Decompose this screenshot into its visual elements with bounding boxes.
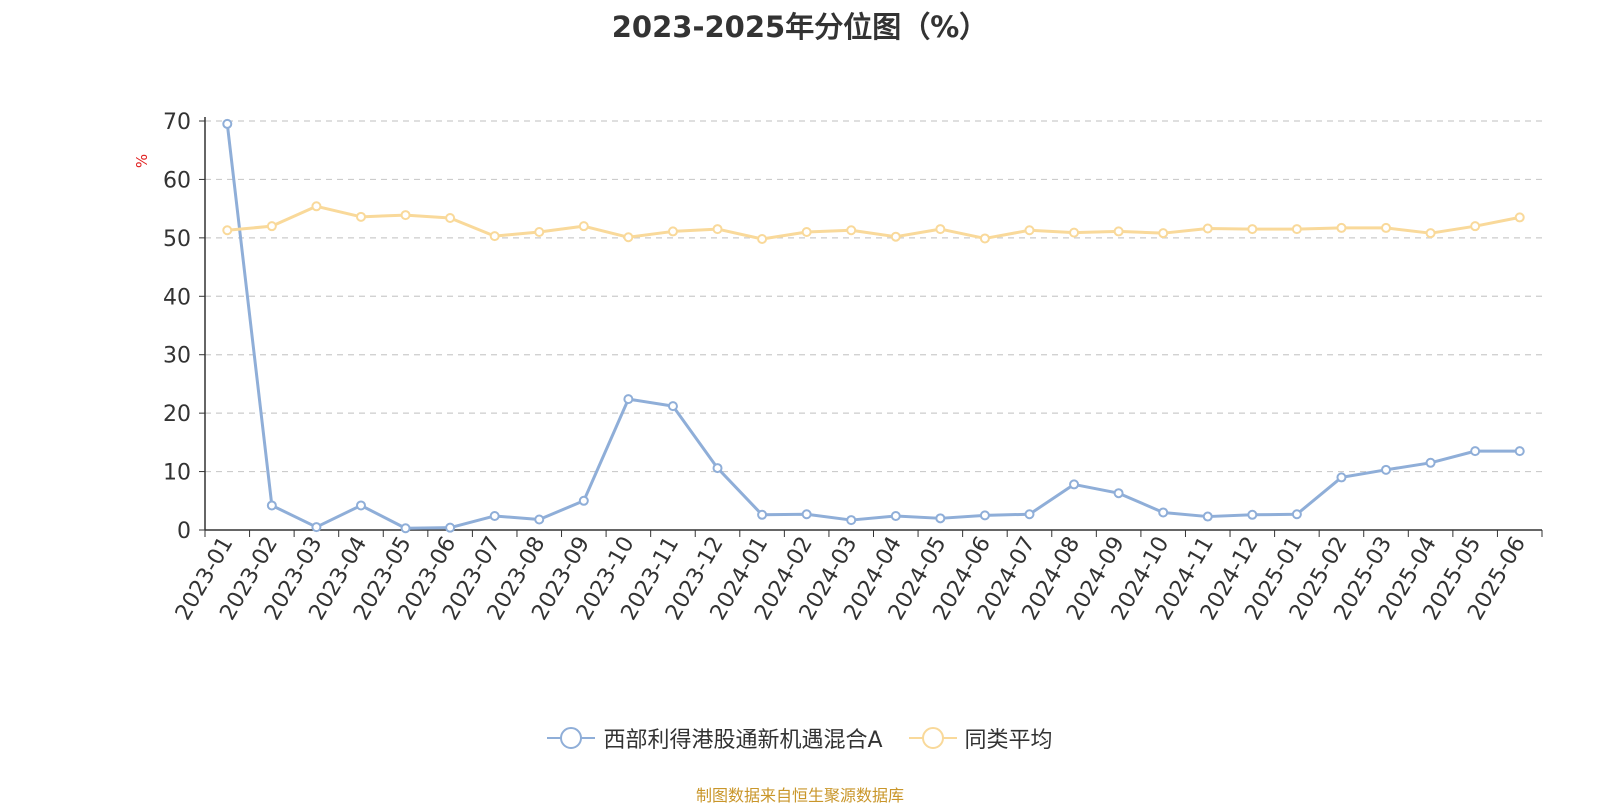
y-tick-label: 70 — [163, 110, 191, 135]
data-point-0 — [890, 510, 901, 521]
data-point-1 — [1381, 222, 1392, 233]
data-point-1 — [1425, 228, 1436, 239]
data-point-1 — [667, 226, 678, 237]
data-point-0 — [266, 500, 277, 511]
series-line-1 — [227, 204, 1521, 241]
data-point-1 — [311, 201, 322, 212]
y-tick-label: 50 — [163, 227, 191, 252]
data-point-0 — [1202, 511, 1213, 522]
data-point-0 — [1113, 488, 1124, 499]
data-point-1 — [1202, 223, 1213, 234]
data-point-0 — [400, 523, 411, 534]
series-lines — [222, 118, 1525, 534]
data-point-1 — [445, 212, 456, 223]
data-point-1 — [757, 234, 768, 245]
data-point-1 — [1470, 221, 1481, 232]
data-point-1 — [1291, 224, 1302, 235]
data-point-0 — [1158, 507, 1169, 518]
data-point-0 — [757, 509, 768, 520]
data-point-0 — [1024, 509, 1035, 520]
y-tick-label: 40 — [163, 285, 191, 310]
legend-item-peer-average[interactable]: 同类平均 — [908, 722, 1053, 754]
data-point-0 — [1336, 472, 1347, 483]
axes: 0102030405060702023-012023-022023-032023… — [163, 110, 1543, 625]
data-point-1 — [846, 225, 857, 236]
legend-marker-fund — [547, 727, 596, 749]
data-point-0 — [534, 514, 545, 525]
data-point-1 — [801, 227, 812, 238]
data-point-0 — [1381, 464, 1392, 475]
data-point-0 — [1514, 446, 1525, 457]
data-point-0 — [801, 509, 812, 520]
y-tick-label: 60 — [163, 168, 191, 193]
legend-item-fund[interactable]: 西部利得港股通新机遇混合A — [547, 722, 883, 754]
data-point-1 — [1024, 225, 1035, 236]
chart-title: 2023-2025年分位图（%） — [611, 10, 989, 44]
data-point-1 — [1247, 224, 1258, 235]
legend-marker-peer-average — [908, 727, 957, 749]
grid-lines — [205, 120, 1542, 473]
data-point-1 — [979, 233, 990, 244]
data-point-1 — [1336, 222, 1347, 233]
data-point-0 — [979, 510, 990, 521]
legend: 西部利得港股通新机遇混合A 同类平均 — [0, 722, 1600, 754]
series-line-0 — [225, 123, 1520, 530]
data-point-0 — [1247, 509, 1258, 520]
y-tick-label: 10 — [163, 461, 191, 486]
data-point-0 — [712, 463, 723, 474]
data-point-1 — [1514, 212, 1525, 223]
data-point-1 — [489, 231, 500, 242]
y-tick-label: 30 — [163, 344, 191, 369]
data-point-1 — [712, 224, 723, 235]
data-point-1 — [1158, 228, 1169, 239]
data-point-1 — [222, 225, 233, 236]
data-point-1 — [935, 224, 946, 235]
data-point-0 — [1425, 457, 1436, 468]
legend-label-peer-average: 同类平均 — [964, 728, 1053, 753]
data-point-0 — [355, 500, 366, 511]
data-point-0 — [623, 394, 634, 405]
legend-label-fund: 西部利得港股通新机遇混合A — [603, 728, 883, 753]
data-point-0 — [667, 401, 678, 412]
data-point-1 — [355, 211, 366, 222]
data-point-1 — [1069, 227, 1080, 238]
y-axis-label: % — [133, 154, 151, 168]
data-point-1 — [400, 210, 411, 221]
data-point-0 — [1291, 509, 1302, 520]
source-note: 制图数据来自恒生聚源数据库 — [695, 786, 904, 805]
data-point-0 — [445, 522, 456, 533]
data-point-1 — [1113, 226, 1124, 237]
data-point-0 — [935, 513, 946, 524]
data-point-0 — [222, 118, 233, 129]
data-point-0 — [489, 510, 500, 521]
y-tick-label: 0 — [177, 519, 191, 544]
data-point-0 — [311, 522, 322, 533]
data-point-0 — [846, 515, 857, 526]
data-point-1 — [623, 232, 634, 243]
data-point-1 — [578, 221, 589, 232]
data-point-1 — [890, 231, 901, 242]
data-point-0 — [1470, 446, 1481, 457]
y-tick-label: 20 — [163, 402, 191, 427]
data-point-0 — [578, 495, 589, 506]
data-point-1 — [534, 227, 545, 238]
data-point-0 — [1069, 479, 1080, 490]
data-point-1 — [266, 221, 277, 232]
